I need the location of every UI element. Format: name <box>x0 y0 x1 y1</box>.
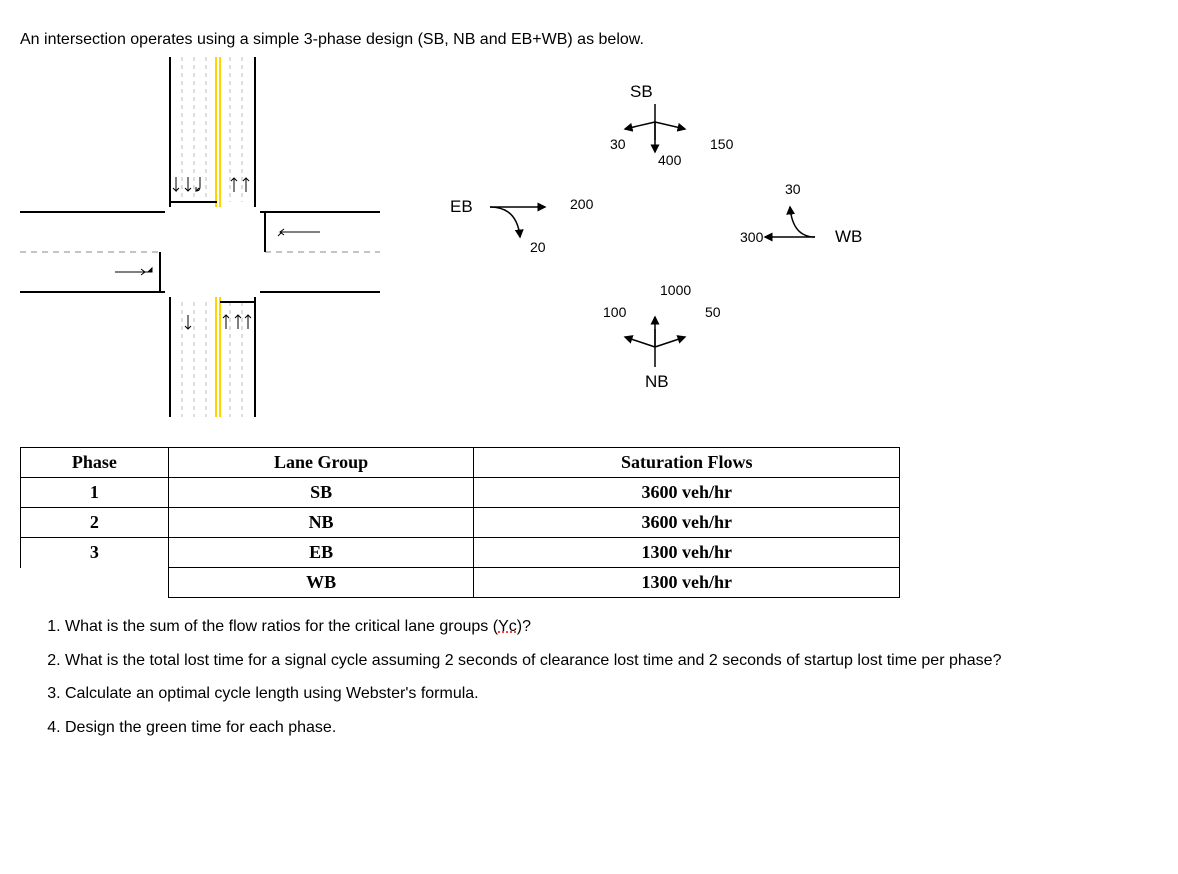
question-1: What is the sum of the flow ratios for t… <box>65 614 1158 640</box>
table-row: 1300 veh/hr <box>474 538 900 568</box>
table-row: 3600 veh/hr <box>474 478 900 508</box>
movement-value: 20 <box>530 239 546 255</box>
saturation-table: Phase Lane Group Saturation Flows 1 SB 3… <box>20 447 900 598</box>
col-phase: Phase <box>21 448 169 478</box>
table-row: WB <box>168 568 474 598</box>
movement-diagrams: SB 30 400 150 EB 200 20 WB 300 30 NB 100 1000 50 <box>410 57 950 417</box>
movement-value: 30 <box>785 181 801 197</box>
table-row: SB <box>168 478 474 508</box>
question-list: What is the sum of the flow ratios for t… <box>20 614 1158 740</box>
movement-arrow <box>790 207 815 237</box>
movement-arrow <box>655 122 685 129</box>
movement-value: 200 <box>570 196 594 212</box>
table-row: 3 <box>21 538 169 568</box>
question-4: Design the green time for each phase. <box>65 715 1158 741</box>
intersection-map <box>20 57 380 417</box>
movement-arrow <box>625 122 655 129</box>
movement-arrow <box>625 337 655 347</box>
table-row: 2 <box>21 508 169 538</box>
table-row: EB <box>168 538 474 568</box>
table-row: 1 <box>21 478 169 508</box>
intro-text: An intersection operates using a simple … <box>20 31 1158 49</box>
movement-arrow <box>490 207 520 237</box>
yc-term: Yc <box>498 618 517 635</box>
movement-label: EB <box>450 197 473 216</box>
table-row: 1300 veh/hr <box>474 568 900 598</box>
movement-arrow <box>655 337 685 347</box>
table-row: NB <box>168 508 474 538</box>
movement-label: SB <box>630 82 653 101</box>
question-3: Calculate an optimal cycle length using … <box>65 681 1158 707</box>
movement-value: 30 <box>610 136 626 152</box>
movement-value: 400 <box>658 152 682 168</box>
movement-value: 100 <box>603 304 627 320</box>
col-lane-group: Lane Group <box>168 448 474 478</box>
movement-value: 1000 <box>660 282 691 298</box>
movement-label: NB <box>645 372 669 391</box>
table-row <box>21 568 169 598</box>
movement-value: 150 <box>710 136 734 152</box>
movements-group: SB 30 400 150 EB 200 20 WB 300 30 NB 100 1000 50 <box>450 82 862 391</box>
table-row: 3600 veh/hr <box>474 508 900 538</box>
col-sat-flows: Saturation Flows <box>474 448 900 478</box>
movement-label: WB <box>835 227 862 246</box>
movement-value: 50 <box>705 304 721 320</box>
question-2: What is the total lost time for a signal… <box>65 648 1158 674</box>
figure-row: SB 30 400 150 EB 200 20 WB 300 30 NB 100 1000 50 <box>20 57 1158 417</box>
movement-value: 300 <box>740 229 764 245</box>
